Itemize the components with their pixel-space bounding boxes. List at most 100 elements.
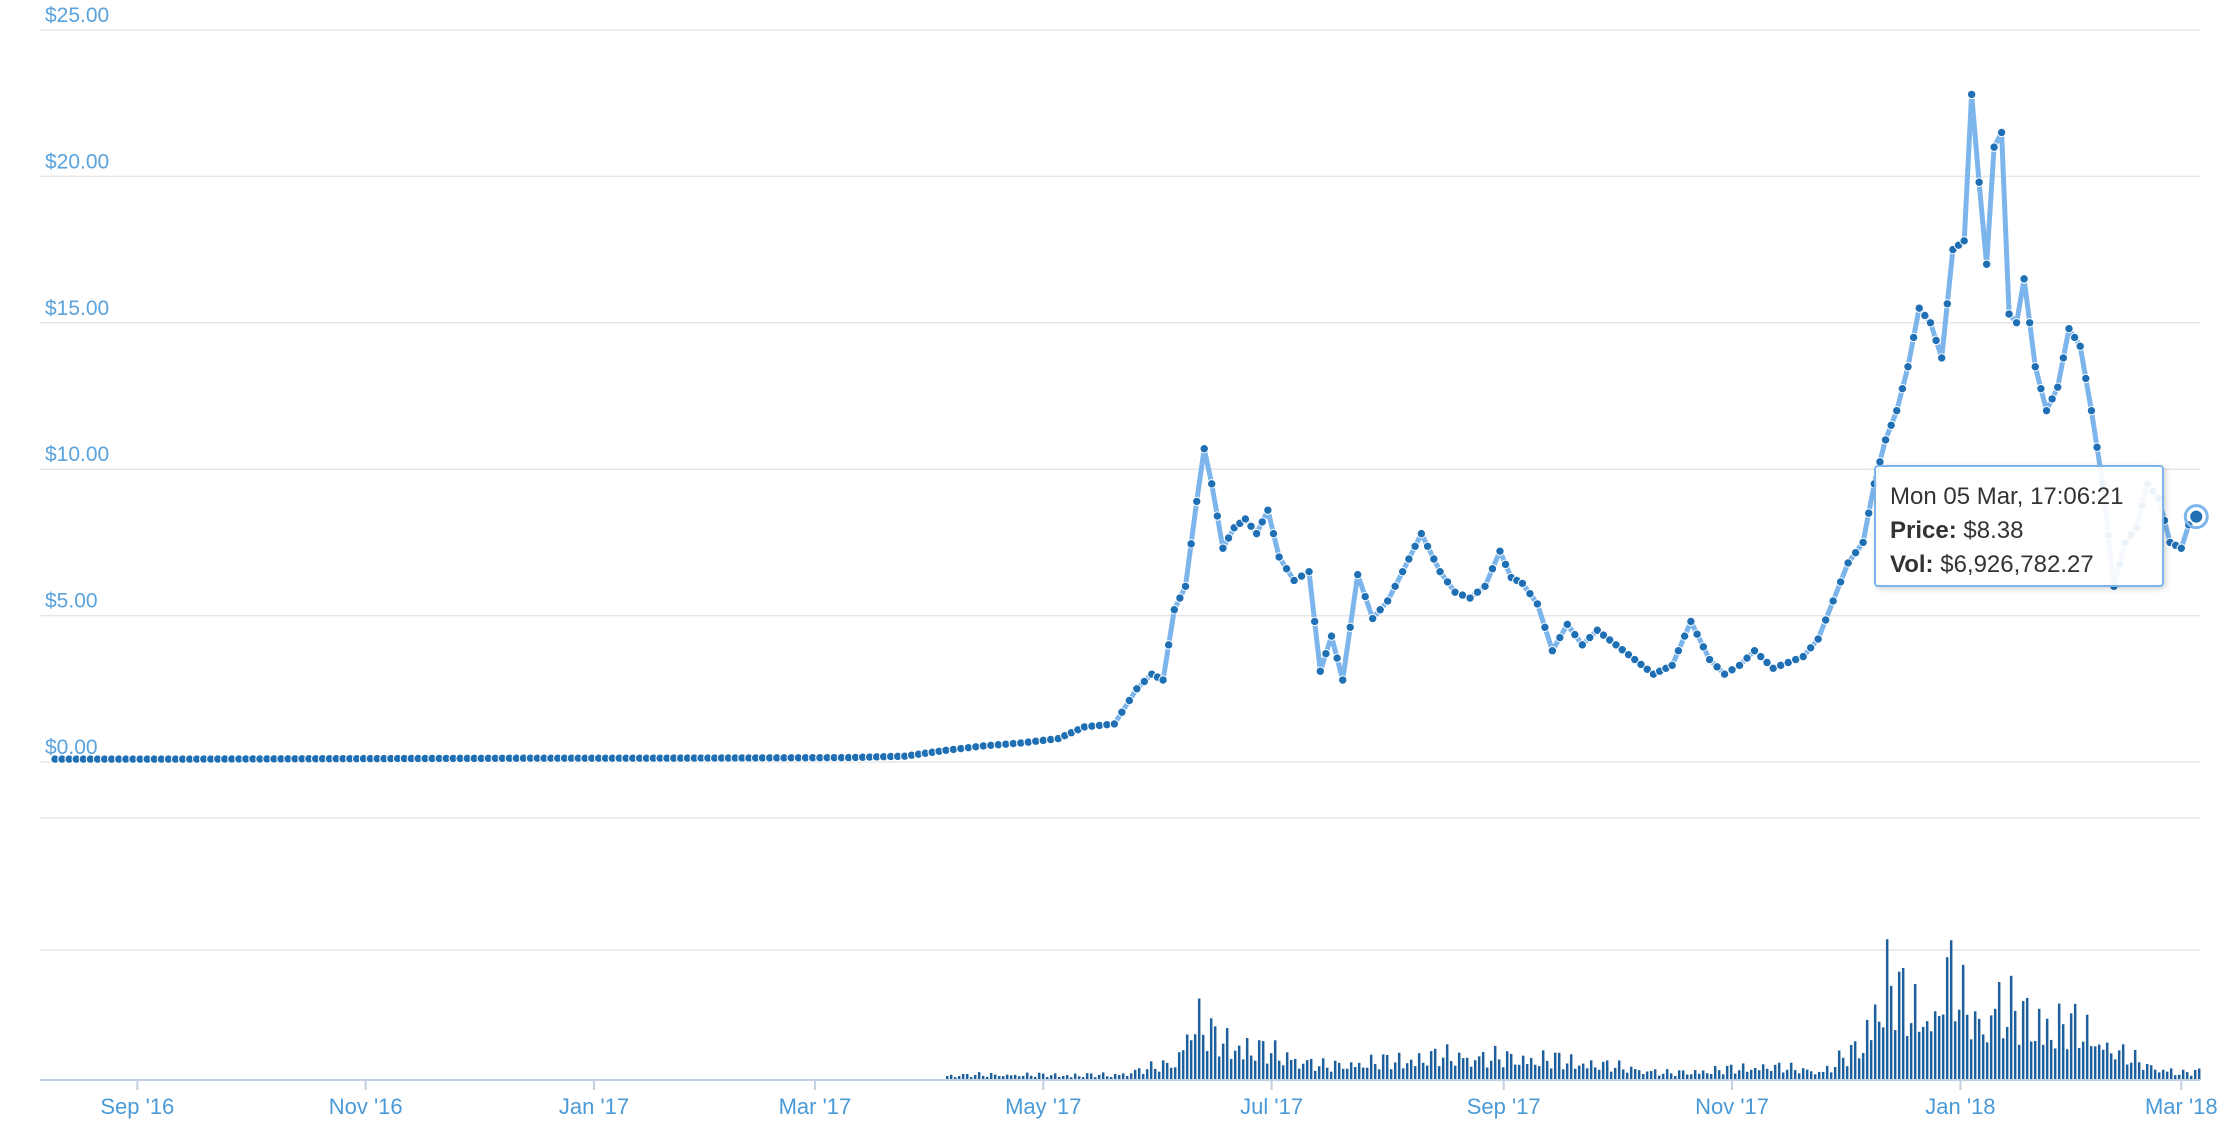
x-tick-label: Jan '18 [1925,1094,1995,1119]
y-tick-label: $10.00 [45,443,109,466]
price-marker [1673,646,1684,656]
volume-bar [1653,1069,1657,1080]
volume-bar [2129,1062,2133,1080]
volume-bar [2057,1003,2061,1080]
volume-bar [1221,1043,1225,1080]
price-marker [1326,631,1337,641]
price-marker [1756,651,1766,662]
price-marker [1321,648,1331,659]
volume-bar [945,1075,949,1080]
price-marker [1257,517,1267,527]
volume-bar [1173,1067,1177,1080]
volume-bar [1785,1069,1789,1080]
volume-bar [1837,1050,1841,1080]
price-marker [1630,654,1640,665]
volume-bar [981,1075,985,1080]
volume-bar [1697,1073,1701,1080]
price-marker [2004,309,2014,319]
volume-bar [1777,1062,1781,1080]
volume-bar [2077,1047,2081,1080]
volume-bar [1949,940,1953,1080]
volume-bar [1989,1015,1993,1080]
volume-bar [1349,1062,1353,1080]
volume-bar [1889,985,1893,1080]
volume-bar [1661,1073,1665,1080]
price-marker [1981,259,1992,269]
volume-bar [1169,1067,1173,1080]
volume-bar [2177,1074,2181,1080]
price-marker [1274,552,1284,562]
volume-bar [1301,1063,1305,1080]
volume-bar [1313,1070,1317,1080]
price-marker [2081,373,2091,384]
price-marker [1404,554,1414,564]
volume-bar [1637,1070,1641,1080]
volume-bar [2145,1064,2149,1080]
price-marker [1435,566,1445,577]
x-tick-label: Sep '17 [1467,1094,1541,1119]
price-marker [1353,569,1363,580]
price-marker [1268,528,1279,539]
volume-bar [1553,1052,1557,1080]
volume-bar [1925,1021,1929,1080]
price-marker [1422,541,1433,552]
volume-bar [1369,1054,1373,1080]
volume-bar [1345,1068,1349,1080]
volume-bar [1233,1050,1237,1080]
volume-bar [2033,1041,2037,1080]
price-marker [1296,571,1307,581]
volume-bar [2013,1010,2017,1080]
volume-bar [1529,1057,1533,1080]
volume-bar [1293,1058,1297,1080]
volume-bar [1213,1026,1217,1080]
volume-bar [1805,1069,1809,1080]
volume-bar [1549,1068,1553,1080]
volume-bar [1217,1056,1221,1080]
price-marker [1562,619,1573,630]
volume-bar [1109,1076,1113,1080]
volume-bar [1893,1030,1897,1080]
volume-bar [1749,1069,1753,1080]
y-tick-label: $5.00 [45,590,98,613]
price-marker [1281,564,1292,574]
price-marker [2030,362,2040,372]
price-marker [1828,596,1838,606]
price-marker [2069,332,2080,343]
volume-bar [1405,1063,1409,1080]
volume-bar [1265,1063,1269,1080]
volume-bar [1621,1069,1625,1080]
volume-bar [1665,1069,1669,1080]
volume-bar [2101,1049,2105,1080]
volume-bar [1789,1062,1793,1080]
volume-bar [1461,1058,1465,1080]
volume-bar [1357,1062,1361,1080]
price-line [55,91,2199,762]
volume-bar [1793,1070,1797,1080]
volume-bar [1569,1054,1573,1080]
volume-bar [1205,1051,1209,1080]
volume-bar [1877,1021,1881,1080]
price-marker [1163,640,1174,650]
volume-bar [1489,1060,1493,1080]
volume-bar [1025,1072,1029,1080]
price-marker [1820,615,1831,625]
volume-bar [2081,1041,2085,1080]
price-marker [2024,318,2035,328]
volume-bar [1417,1053,1421,1080]
volume-bar [1929,1031,1933,1080]
volume-bar [1477,1056,1481,1080]
volume-bar [1741,1063,1745,1080]
volume-bar [1241,1059,1245,1080]
volume-bar [1381,1054,1385,1080]
price-series[interactable] [50,89,2209,764]
price-marker [1547,646,1558,656]
tooltip-title: Mon 05 Mar, 17:06:21 [1890,483,2124,510]
volume-bar [1285,1052,1289,1080]
volume-bar [1937,1016,1941,1080]
volume-bar [2117,1050,2121,1080]
volume-bar [1105,1076,1109,1080]
volume-bar [1157,1071,1161,1080]
volume-bar [1101,1072,1105,1080]
price-marker [1139,676,1150,687]
volume-bar [2121,1044,2125,1080]
